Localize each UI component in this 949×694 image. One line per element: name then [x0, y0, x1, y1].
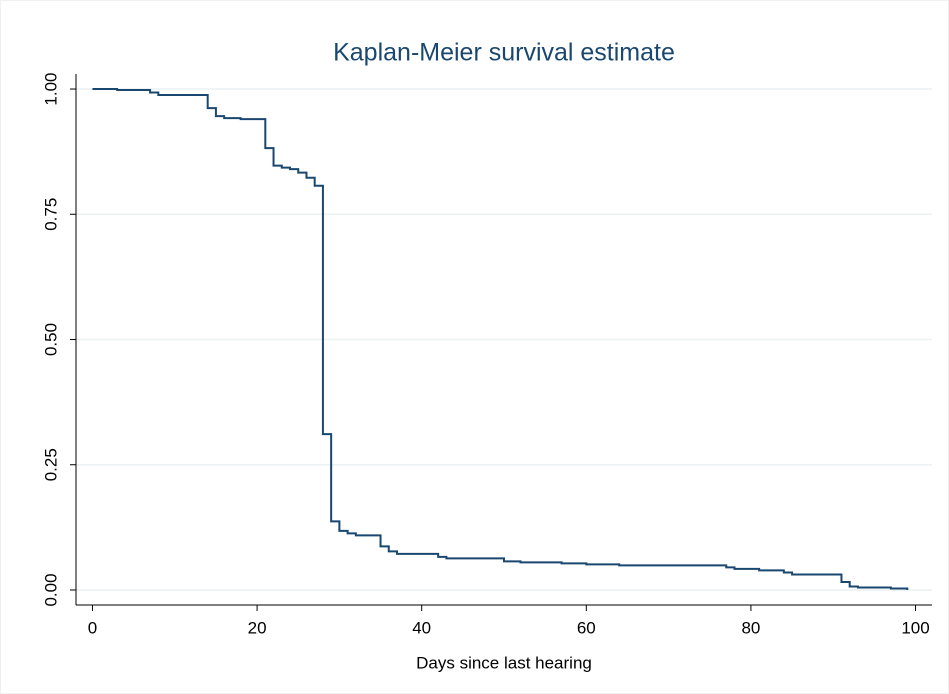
- x-tick-label: 40: [412, 618, 431, 637]
- x-axis-label: Days since last hearing: [416, 653, 592, 672]
- x-tick-label: 60: [577, 618, 596, 637]
- y-tick-label: 0.50: [41, 323, 60, 356]
- x-tick-label: 0: [88, 618, 97, 637]
- survival-line: [92, 88, 909, 590]
- y-tick-label: 1.00: [41, 72, 60, 105]
- chart-title: Kaplan-Meier survival estimate: [333, 39, 675, 67]
- x-tick-label: 80: [741, 618, 760, 637]
- y-tick-label: 0.25: [41, 448, 60, 481]
- x-tick-label: 20: [248, 618, 267, 637]
- y-tick-label: 0.00: [41, 573, 60, 606]
- x-tick-label: 100: [901, 618, 929, 637]
- y-tick-label: 0.75: [41, 198, 60, 231]
